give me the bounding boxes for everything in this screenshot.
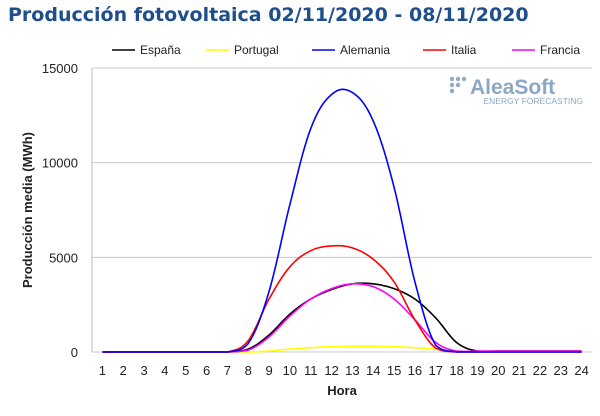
watermark-logo [449,76,467,94]
series-line-alemania [102,88,582,353]
legend-label: España [140,43,181,57]
logo-brand: AleaSoft [470,76,555,99]
x-axis-title: Hora [327,383,357,398]
x-tick-label: 21 [512,363,526,378]
x-tick-label: 7 [224,363,231,378]
x-tick-label: 11 [304,363,318,378]
logo-dot [449,82,455,88]
logo-dot [449,88,455,94]
x-tick-label: 18 [449,363,463,378]
x-tick-label: 20 [491,363,505,378]
legend-label: Francia [540,43,580,57]
x-tick-label: 17 [429,363,443,378]
x-tick-label: 2 [120,363,127,378]
logo-tagline: ENERGY FORECASTING [484,96,584,106]
series-line-italia [102,244,582,353]
logo-dot [461,76,467,82]
x-tick-label: 19 [470,363,484,378]
y-axis-title: Producción media (MWh) [20,132,35,288]
x-tick-label: 1 [99,363,106,378]
x-tick-label: 23 [554,363,568,378]
x-tick-label: 16 [408,363,422,378]
logo-dot [455,82,461,88]
x-tick-label: 15 [387,363,401,378]
legend-label: Portugal [234,43,279,57]
legend-label: Italia [451,43,477,57]
logo-dot [455,76,461,82]
x-tick-label: 9 [265,363,272,378]
logo-dot [449,76,455,82]
series-line-españa [102,282,582,353]
x-tick-label: 10 [283,363,297,378]
y-tick-label: 10000 [42,156,78,171]
chart-title: Producción fotovoltaica 02/11/2020 - 08/… [8,4,529,26]
y-tick-label: 15000 [42,61,78,76]
x-tick-label: 24 [574,363,588,378]
y-tick-label: 5000 [49,250,78,265]
y-tick-label: 0 [71,345,78,360]
legend-label: Alemania [340,43,390,57]
x-tick-label: 22 [533,363,547,378]
x-tick-label: 12 [324,363,338,378]
series-line-francia [102,282,582,353]
x-tick-label: 8 [245,363,252,378]
x-tick-label: 5 [182,363,189,378]
x-tick-label: 14 [366,363,380,378]
x-tick-label: 13 [345,363,359,378]
x-tick-label: 6 [203,363,210,378]
x-tick-label: 4 [161,363,168,378]
x-tick-label: 3 [140,363,147,378]
